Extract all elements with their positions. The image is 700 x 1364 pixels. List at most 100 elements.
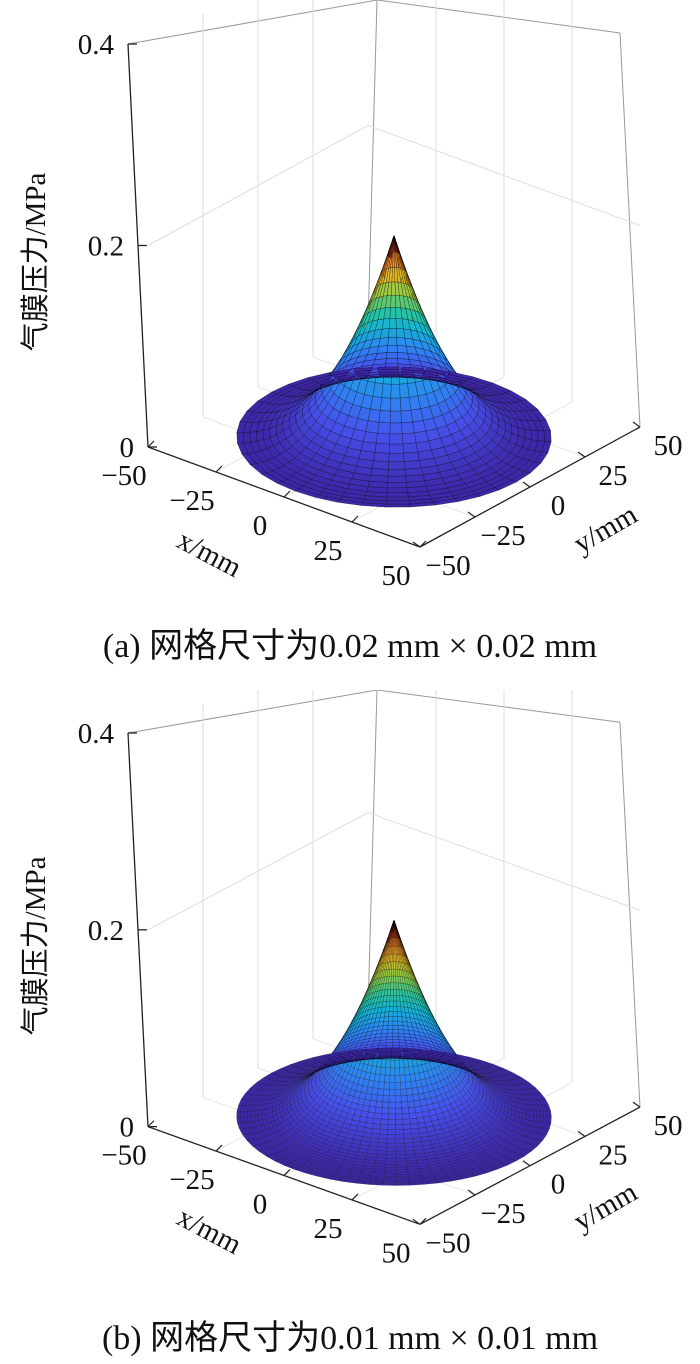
surface-cell xyxy=(394,1082,401,1090)
surface-cell xyxy=(383,1016,389,1022)
surface-cell xyxy=(543,1116,548,1123)
surface-cell xyxy=(402,432,417,445)
y-tick xyxy=(632,1101,641,1108)
surface-cell xyxy=(372,1123,381,1130)
z-tick-label: 0 xyxy=(120,432,135,464)
x-tick xyxy=(419,540,427,548)
grid-line xyxy=(147,124,641,246)
chart-panel-a: 0 0.2 0.4 −50 −25 0 25 50 −50 −25 0 25 50 气膜压力/MPa x/m… xyxy=(19,0,683,665)
y-tick xyxy=(577,451,586,458)
surface-cell xyxy=(399,1067,406,1076)
right-back-edge xyxy=(619,32,641,428)
surface-cell xyxy=(395,1138,405,1144)
surface-cell xyxy=(539,419,551,432)
surface-cell xyxy=(385,503,411,508)
surface-cell xyxy=(254,1109,259,1117)
surface-cell xyxy=(372,1080,380,1089)
surface-cell xyxy=(394,1075,401,1083)
surface-cell xyxy=(385,1042,393,1046)
surface-cell xyxy=(389,422,403,435)
surface-cell xyxy=(398,1033,405,1038)
surface-cell xyxy=(408,1106,416,1114)
surface-cell xyxy=(387,1129,396,1135)
surface-cell xyxy=(390,982,394,990)
x-tick-label: −50 xyxy=(101,1140,146,1172)
surface-cell xyxy=(547,1116,552,1123)
x-axis-label: x/mm xyxy=(172,1201,247,1261)
surface-cell xyxy=(402,1123,412,1130)
surface-cell xyxy=(395,1101,403,1109)
caption-b: (b) 网格尺寸为0.01 mm × 0.01 mm xyxy=(101,1320,599,1357)
surface-cell xyxy=(378,1133,388,1139)
y-tick-label: 50 xyxy=(654,430,683,462)
surface-cell xyxy=(388,1006,394,1012)
surface-cell xyxy=(397,1021,404,1026)
surface-cell xyxy=(399,1074,406,1083)
surface-cell xyxy=(380,397,392,412)
surface-cell xyxy=(370,1132,380,1139)
surface-cell xyxy=(256,430,264,442)
surface-cell xyxy=(391,953,394,962)
surface-cell xyxy=(387,468,406,477)
surface-cell xyxy=(391,961,394,970)
surface-cell xyxy=(393,982,397,990)
z-tick-label: 0.2 xyxy=(88,231,124,263)
surface-cell xyxy=(394,1067,401,1076)
surface-cell xyxy=(524,428,532,441)
surface-cell xyxy=(395,1146,406,1152)
plot-area: 0 0.2 0.4 −50 −25 0 25 50 −50 −25 0 25 50 气膜压力/MPa x/m… xyxy=(19,0,683,592)
surface-cell xyxy=(392,1029,399,1034)
surface-cell xyxy=(403,1128,413,1135)
surface-cell xyxy=(404,460,422,470)
surface-plot-b: 0 0.2 0.4 −50 −25 0 25 50 −50 −25 0 25 50 气膜压力/MPa x/m… xyxy=(19,690,683,1269)
y-tick xyxy=(412,541,421,548)
y-tick xyxy=(522,1160,531,1167)
surface-cell xyxy=(384,1067,391,1076)
surface-cell xyxy=(374,442,390,454)
surface-cell xyxy=(380,1118,389,1125)
surface-cell xyxy=(398,1029,405,1034)
surface-cell xyxy=(396,1174,409,1177)
y-axis-label: y/mm xyxy=(568,498,643,560)
surface-cell xyxy=(377,1088,385,1096)
surface-cell xyxy=(243,431,251,444)
surface-cell xyxy=(371,1087,379,1095)
top-edge-left xyxy=(127,690,378,734)
surface-cell xyxy=(385,1154,397,1159)
surface-cell xyxy=(386,345,398,353)
x-tick-label: −50 xyxy=(101,460,146,492)
surface-cell xyxy=(388,1016,394,1022)
surface-cell xyxy=(389,1082,396,1090)
surface-cell xyxy=(385,1045,393,1048)
x-tick-label: −25 xyxy=(169,485,214,517)
surface-cell xyxy=(395,1129,404,1135)
surface-cell xyxy=(386,1142,397,1148)
pressure-surface xyxy=(236,919,552,1186)
surface-cell xyxy=(398,1036,406,1041)
surface-cell xyxy=(400,1088,408,1096)
surface-cell xyxy=(385,358,399,365)
surface-cell xyxy=(404,1142,415,1148)
surface-cell xyxy=(388,1107,396,1115)
surface-cell xyxy=(388,452,405,462)
back-edge-line xyxy=(367,0,378,328)
surface-cell xyxy=(395,1154,407,1159)
x-tick-label: 25 xyxy=(314,535,343,567)
surface-cell xyxy=(393,995,397,1002)
surface-cell xyxy=(387,1025,394,1030)
surface-cell xyxy=(396,1166,408,1170)
surface-cell xyxy=(388,1113,396,1120)
y-tick-label: 25 xyxy=(599,1139,628,1171)
x-tick-label: 25 xyxy=(314,1213,343,1245)
surface-cell xyxy=(382,1021,389,1026)
surface-cell xyxy=(400,1081,407,1090)
plot-area: 0 0.2 0.4 −50 −25 0 25 50 −50 −25 0 25 50 气膜压力/MPa x/m… xyxy=(19,690,683,1269)
surface-cell xyxy=(395,1142,406,1148)
surface-cell xyxy=(370,468,389,477)
surface-cell xyxy=(390,1059,396,1069)
y-axis-line xyxy=(419,1106,641,1225)
surface-cell xyxy=(536,1115,541,1123)
surface-cell xyxy=(369,1100,377,1108)
surface-cell xyxy=(395,1124,404,1130)
surface-cell xyxy=(394,1059,400,1069)
